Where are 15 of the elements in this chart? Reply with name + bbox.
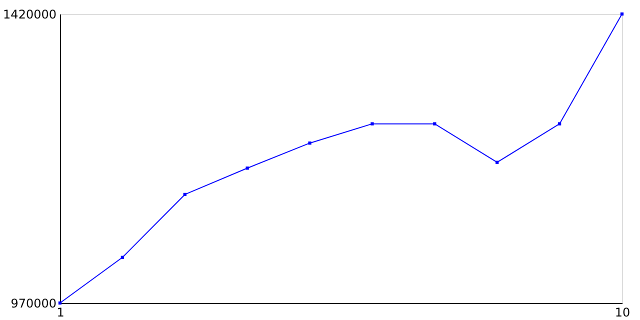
point <box>246 166 249 170</box>
y-tick-label: 1420000 <box>3 8 56 22</box>
point <box>370 122 374 126</box>
point <box>308 142 312 145</box>
x-tick-label: 10 <box>614 306 630 320</box>
line-series <box>58 12 624 305</box>
point <box>620 12 624 16</box>
point <box>58 301 62 305</box>
point <box>183 192 186 196</box>
y-tick-label: 970000 <box>10 296 56 310</box>
x-tick-label: 1 <box>56 306 64 320</box>
point <box>433 122 436 126</box>
point <box>120 256 124 259</box>
point <box>496 160 499 164</box>
point <box>558 122 562 126</box>
